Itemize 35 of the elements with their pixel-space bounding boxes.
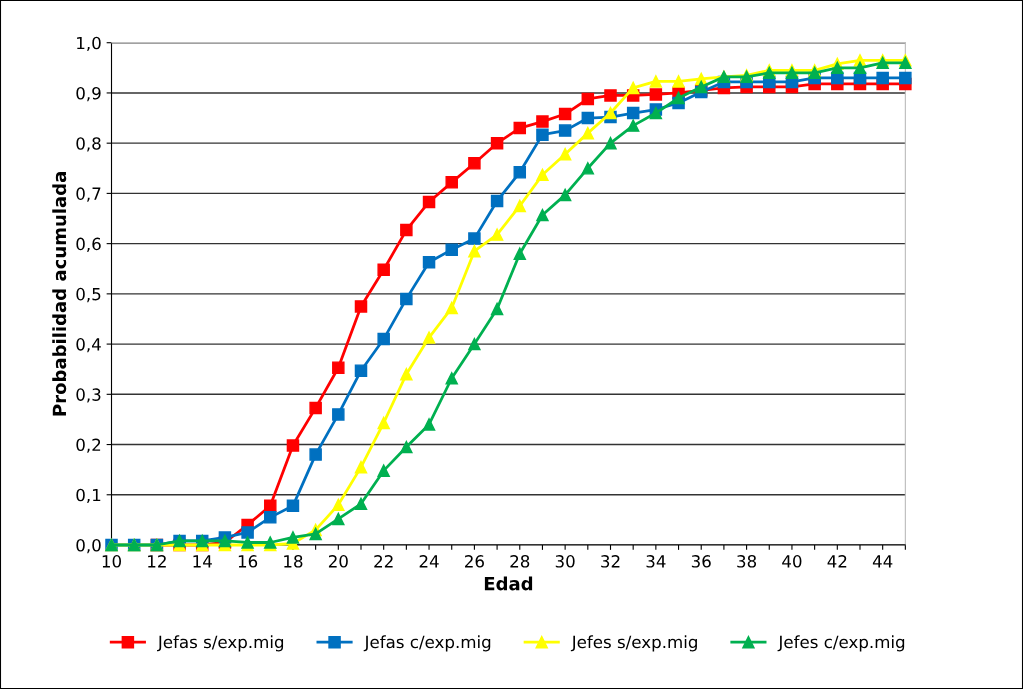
x-tick-label: 26 <box>465 555 484 568</box>
x-tick-label: 36 <box>691 555 711 568</box>
y-tick-label: 0,1 <box>76 488 101 504</box>
x-tick-label: 20 <box>328 555 348 568</box>
y-tick-label: 0,0 <box>76 538 101 554</box>
x-tick-label: 34 <box>646 555 666 568</box>
x-tick-label: 24 <box>419 555 439 568</box>
x-tick-label: 10 <box>102 555 121 568</box>
y-tick-label: 0,6 <box>76 237 101 252</box>
x-tick-label: 16 <box>238 555 258 568</box>
y-tick-label: 0,3 <box>76 388 101 403</box>
legend-label: Jefes s/exp.mig <box>570 635 697 652</box>
x-tick-label: 40 <box>782 555 802 568</box>
y-tick-label: 0,8 <box>76 137 101 152</box>
x-axis-title: Edad <box>484 576 533 591</box>
y-axis-title: Probabilidad acumulada <box>52 172 67 416</box>
x-tick-label: 12 <box>148 555 166 568</box>
x-tick-label: 38 <box>737 555 757 568</box>
x-tick-label: 30 <box>555 555 575 568</box>
y-tick-label: 0,2 <box>76 438 101 453</box>
x-tick-label: 44 <box>872 555 893 568</box>
x-tick-label: 22 <box>374 555 393 568</box>
x-tick-label: 32 <box>601 555 620 568</box>
x-tick-label: 28 <box>510 555 530 568</box>
legend-label: Jefes c/exp.mig <box>777 635 905 652</box>
x-tick-label: 42 <box>827 555 847 568</box>
x-tick-label: 18 <box>284 555 303 568</box>
y-tick-label: 1,0 <box>77 36 101 51</box>
legend-label: Jefas s/exp.mig <box>157 635 284 652</box>
y-tick-label: 0,9 <box>76 86 101 102</box>
y-tick-label: 0,4 <box>76 338 101 353</box>
y-tick-label: 0,7 <box>76 187 101 202</box>
y-tick-label: 0,5 <box>76 287 101 303</box>
x-tick-label: 14 <box>193 555 212 568</box>
legend-label: Jefas c/exp.mig <box>363 635 491 652</box>
